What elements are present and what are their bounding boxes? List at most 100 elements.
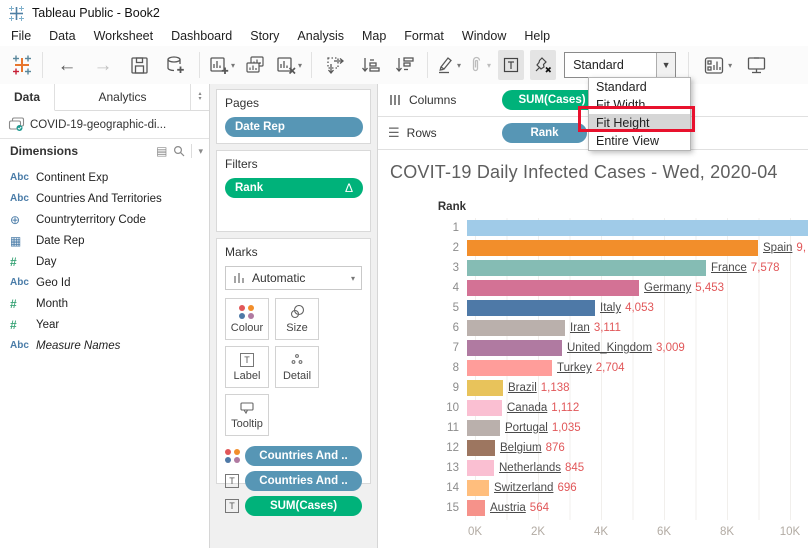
fit-selector-caret[interactable]: ▼ [656,53,676,77]
caret-down-icon[interactable]: ▾ [487,60,492,70]
bar[interactable] [467,440,495,456]
data-source-item[interactable]: COVID-19-geographic-di... [0,111,209,138]
bar[interactable] [467,400,502,416]
country-label[interactable]: Belgium [500,442,542,454]
field-row[interactable]: Abc Measure Names [0,335,209,356]
bar[interactable] [467,380,503,396]
bar[interactable] [467,260,706,276]
field-row[interactable]: Abc Continent Exp [0,167,209,188]
field-row[interactable]: Abc Geo Id [0,272,209,293]
filters-pill[interactable]: Rank Δ [225,178,363,198]
bar[interactable] [467,280,639,296]
undo-button[interactable]: ← [57,54,77,76]
country-label[interactable]: Austria [490,502,526,514]
bar[interactable] [467,480,489,496]
field-row[interactable]: # Year [0,314,209,335]
menu-item[interactable]: Analysis [297,29,344,43]
bar[interactable] [467,500,485,516]
country-label[interactable]: France [711,262,747,274]
dimensions-menu-caret-icon[interactable]: ▾ [198,145,203,156]
group-members-icon[interactable]: ▾ [464,50,494,80]
menu-item[interactable]: Dashboard [171,29,233,43]
bar[interactable] [467,340,562,356]
country-label[interactable]: Spain [763,242,793,254]
menu-item[interactable]: Map [361,29,387,43]
clear-sheet-icon[interactable]: ▾ [273,50,305,80]
sort-descending-icon[interactable] [391,50,417,80]
field-row[interactable]: Abc Countries And Territories [0,188,209,209]
pages-pill[interactable]: Date Rep [225,117,363,137]
country-label[interactable]: Switzerland [494,482,554,494]
bar[interactable] [467,420,500,436]
country-label[interactable]: Turkey [557,362,592,374]
country-label[interactable]: Iran [570,322,590,334]
sort-ascending-icon[interactable] [357,50,383,80]
caret-down-icon[interactable]: ▾ [298,60,303,70]
size-button[interactable]: Size [275,298,319,340]
country-label[interactable]: Netherlands [499,462,562,474]
field-row[interactable]: ⊕ Countryterritory Code [0,209,209,230]
swap-rows-columns-icon[interactable] [322,50,349,80]
menu-item[interactable]: Data [49,29,76,43]
bar[interactable] [467,460,494,476]
country-label[interactable]: Brazil [508,382,537,394]
country-label[interactable]: Canada [507,402,548,414]
tab-data[interactable]: Data [0,84,56,111]
country-label[interactable]: Germany [644,282,692,294]
menu-item[interactable]: Help [524,29,551,43]
bar-label: Switzerland 696 [494,482,577,494]
caret-down-icon[interactable]: ▾ [231,60,236,70]
mark-pill[interactable]: Countries And .. [245,446,362,466]
field-row[interactable]: # Day [0,251,209,272]
country-label[interactable]: United_Kingdom [567,342,653,354]
mark-pill[interactable]: Countries And .. [245,471,362,491]
bar[interactable] [467,300,595,316]
rows-pill[interactable]: Rank [502,123,587,143]
fit-menu-item[interactable]: Standard [596,80,647,94]
tableau-logo-icon[interactable] [8,50,36,80]
bar[interactable] [467,240,758,256]
new-worksheet-icon[interactable]: ▾ [206,50,238,80]
mark-pill-row[interactable]: T Countries And .. [225,471,362,491]
mark-type-dropdown[interactable]: Automatic ▾ [225,266,362,290]
fit-menu-item[interactable]: Entire View [596,134,659,148]
show-me-icon[interactable]: ▾ [701,50,735,80]
mark-pill[interactable]: SUM(Cases) [245,496,362,516]
menu-item[interactable]: Format [404,29,444,43]
panel-collapse-icon[interactable]: ▴ ▾ [198,91,202,102]
field-row[interactable]: ▦ Date Rep [0,230,209,251]
bar[interactable] [467,320,565,336]
fix-axes-button[interactable] [530,50,557,80]
caret-down-icon[interactable]: ▾ [728,60,733,70]
menu-item[interactable]: Worksheet [93,29,154,43]
menu-item[interactable]: Story [250,29,280,43]
mark-pill-row[interactable]: T Countries And .. [225,446,362,466]
tooltip-button[interactable]: Tooltip [225,394,269,436]
field-row[interactable]: # Month [0,293,209,314]
redo-button[interactable]: → [93,54,113,76]
country-label[interactable]: Italy [600,302,622,314]
highlight-icon[interactable]: ▾ [434,50,464,80]
colour-button[interactable]: Colour [225,298,269,340]
show-mark-labels-button[interactable] [498,50,525,80]
new-data-source-icon[interactable] [162,50,188,80]
search-icon[interactable] [173,145,185,157]
mark-pill-row[interactable]: T SUM(Cases) [225,496,362,516]
detail-button[interactable]: Detail [275,346,319,388]
fit-selector[interactable]: Standard ▼ [564,52,677,78]
view-data-grid-icon[interactable]: ▤ [156,144,168,158]
presentation-mode-icon[interactable] [743,50,770,80]
menu-item[interactable]: File [11,29,32,43]
bar[interactable] [467,220,808,236]
bar[interactable] [467,360,552,376]
save-icon[interactable] [126,50,152,80]
label-button[interactable]: T Label [225,346,269,388]
columns-pill[interactable]: SUM(Cases) [502,90,602,110]
country-label[interactable]: Portugal [505,422,548,434]
fit-menu-item[interactable]: Fit Width [596,98,646,112]
menu-item[interactable]: Window [461,29,507,43]
caret-down-icon[interactable]: ▾ [457,60,462,70]
tab-analytics[interactable]: Analytics [55,84,191,110]
fit-menu-item[interactable]: Fit Height [589,114,690,132]
duplicate-sheet-icon[interactable] [242,50,269,80]
